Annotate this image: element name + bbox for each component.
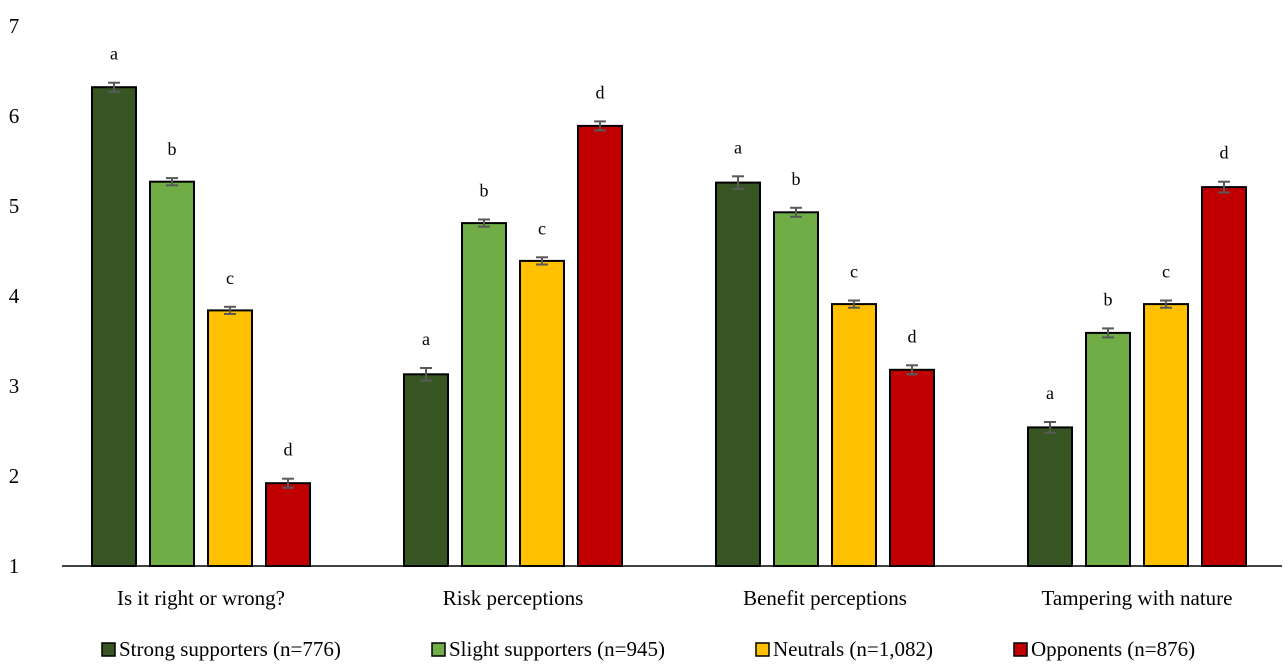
significance-letter: b <box>792 169 801 189</box>
significance-letter: c <box>226 268 234 288</box>
bar-neutrals-n-1-082-is-it-right-or-wrong <box>207 309 253 567</box>
legend-label-slight-supporters-n-945: Slight supporters (n=945) <box>449 637 665 661</box>
y-tick-label: 3 <box>9 374 20 398</box>
significance-letter: d <box>596 82 605 102</box>
legend: Strong supporters (n=776) Slight supporte… <box>101 637 1195 661</box>
bar-slight-supporters-n-945-is-it-right-or-wrong <box>149 180 195 567</box>
legend-swatch-slight-supporters-n-945 <box>431 642 446 657</box>
x-category-label: Tampering with nature <box>1042 586 1233 610</box>
legend-label-neutrals-n-1-082: Neutrals (n=1,082) <box>773 637 933 661</box>
y-axis: 1 2 3 4 5 6 7 <box>9 14 20 578</box>
bar-opponents-n-876-benefit-perceptions <box>889 368 935 567</box>
y-tick-label: 5 <box>9 194 20 218</box>
bar-neutrals-n-1-082-risk-perceptions <box>519 259 565 567</box>
significance-letter: c <box>1162 262 1170 282</box>
legend-swatch-neutrals-n-1-082 <box>755 642 770 657</box>
y-tick-label: 2 <box>9 464 20 488</box>
bar-strong-supporters-n-776-is-it-right-or-wrong <box>91 86 137 567</box>
significance-letter: a <box>422 329 430 349</box>
x-category-label: Risk perceptions <box>443 586 584 610</box>
significance-letter: b <box>480 181 489 201</box>
bar-strong-supporters-n-776-tampering-with-nature <box>1027 426 1073 567</box>
significance-letter: d <box>1220 143 1229 163</box>
bar-slight-supporters-n-945-tampering-with-nature <box>1085 331 1131 567</box>
bar-neutrals-n-1-082-benefit-perceptions <box>831 303 877 567</box>
significance-letter: d <box>908 326 917 346</box>
significance-letter: a <box>734 137 742 157</box>
x-axis: Is it right or wrong? Risk perceptions Ben… <box>62 565 1282 610</box>
bar-slight-supporters-n-945-benefit-perceptions <box>773 211 819 568</box>
significance-letter: a <box>110 44 118 64</box>
significance-letter: a <box>1046 383 1054 403</box>
bar-strong-supporters-n-776-benefit-perceptions <box>715 181 761 567</box>
significance-letter: c <box>538 218 546 238</box>
bar-neutrals-n-1-082-tampering-with-nature <box>1143 303 1189 567</box>
bar-strong-supporters-n-776-risk-perceptions <box>403 373 449 567</box>
y-tick-label: 6 <box>9 104 20 128</box>
y-tick-label: 7 <box>9 14 20 38</box>
significance-letter: c <box>850 262 858 282</box>
significance-letter: b <box>168 139 177 159</box>
bar-slight-supporters-n-945-risk-perceptions <box>461 222 507 567</box>
legend-label-opponents-n-876: Opponents (n=876) <box>1031 637 1195 661</box>
y-tick-label: 1 <box>9 554 20 578</box>
bar-opponents-n-876-tampering-with-nature <box>1201 186 1247 567</box>
y-tick-label: 4 <box>9 284 20 308</box>
legend-label-strong-supporters-n-776: Strong supporters (n=776) <box>119 637 341 661</box>
legend-swatch-strong-supporters-n-776 <box>101 642 116 657</box>
significance-letter: b <box>1104 289 1113 309</box>
bar-opponents-n-876-risk-perceptions <box>577 124 623 568</box>
bars: a b c d a b c d a b c d a b c d <box>91 44 1247 568</box>
legend-swatch-opponents-n-876 <box>1013 642 1028 657</box>
bar-opponents-n-876-is-it-right-or-wrong <box>265 482 311 568</box>
x-category-label: Is it right or wrong? <box>117 586 285 610</box>
x-category-label: Benefit perceptions <box>743 586 907 610</box>
significance-letter: d <box>284 440 293 460</box>
